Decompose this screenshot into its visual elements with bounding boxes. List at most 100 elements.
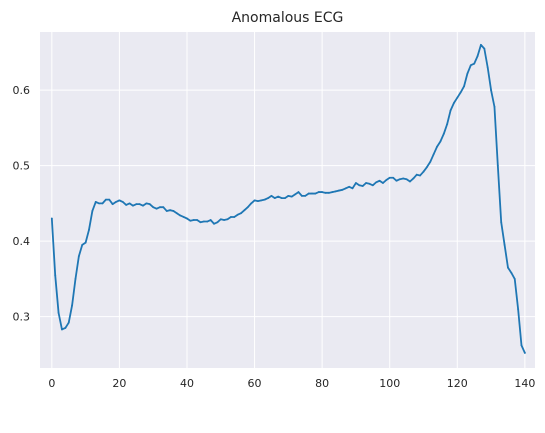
data-point xyxy=(504,244,506,246)
data-point xyxy=(385,179,387,181)
data-point xyxy=(237,214,239,216)
data-point xyxy=(149,203,151,205)
x-tick-label: 20 xyxy=(112,377,126,390)
data-point xyxy=(112,203,114,205)
y-tick-label: 0.3 xyxy=(13,311,31,324)
data-point xyxy=(210,219,212,221)
data-point xyxy=(78,255,80,257)
x-tick-label: 40 xyxy=(180,377,194,390)
y-tick-label: 0.4 xyxy=(13,235,31,248)
data-point xyxy=(372,184,374,186)
data-point xyxy=(193,219,195,221)
data-point xyxy=(342,189,344,191)
data-point xyxy=(358,184,360,186)
data-point xyxy=(267,197,269,199)
data-point xyxy=(260,199,262,201)
data-point xyxy=(196,219,198,221)
data-point xyxy=(473,63,475,65)
data-point xyxy=(233,216,235,218)
data-point xyxy=(487,67,489,69)
data-point xyxy=(352,187,354,189)
data-point xyxy=(88,229,90,231)
data-point xyxy=(247,206,249,208)
data-point xyxy=(490,89,492,91)
x-axis-tick-labels: 0 20 40 60 80 100 120 140 xyxy=(48,377,535,390)
data-point xyxy=(500,221,502,223)
data-point xyxy=(284,197,286,199)
data-point xyxy=(446,123,448,125)
data-point xyxy=(281,197,283,199)
data-point xyxy=(166,210,168,212)
data-point xyxy=(220,218,222,220)
data-point xyxy=(142,205,144,207)
data-point xyxy=(287,195,289,197)
data-point xyxy=(365,182,367,184)
data-point xyxy=(453,102,455,104)
data-point xyxy=(129,203,131,205)
data-point xyxy=(115,201,117,203)
data-point xyxy=(521,344,523,346)
data-point xyxy=(456,97,458,99)
data-point xyxy=(494,106,496,108)
data-point xyxy=(91,210,93,212)
data-point xyxy=(510,272,512,274)
data-point xyxy=(125,204,127,206)
data-point xyxy=(254,199,256,201)
y-tick-label: 0.6 xyxy=(13,84,31,97)
data-point xyxy=(271,195,273,197)
data-point xyxy=(477,55,479,57)
data-point xyxy=(189,220,191,222)
data-point xyxy=(402,178,404,180)
data-point xyxy=(223,219,225,221)
data-point xyxy=(325,192,327,194)
data-point xyxy=(412,178,414,180)
data-point xyxy=(470,64,472,66)
y-tick-label: 0.5 xyxy=(13,160,31,173)
data-point xyxy=(348,186,350,188)
data-point xyxy=(61,329,63,331)
data-point xyxy=(392,177,394,179)
data-point xyxy=(304,195,306,197)
data-point xyxy=(71,304,73,306)
data-point xyxy=(507,267,509,269)
data-point xyxy=(183,216,185,218)
data-point xyxy=(369,183,371,185)
data-point xyxy=(176,212,178,214)
y-axis-tick-labels: 0.3 0.4 0.5 0.6 xyxy=(13,84,31,324)
data-point xyxy=(216,221,218,223)
data-point xyxy=(135,203,137,205)
data-point xyxy=(379,180,381,182)
data-point xyxy=(68,322,70,324)
x-tick-label: 0 xyxy=(48,377,55,390)
data-point xyxy=(98,203,100,205)
data-point xyxy=(139,203,141,205)
data-point xyxy=(338,190,340,192)
data-point xyxy=(419,175,421,177)
data-point xyxy=(264,199,266,201)
data-point xyxy=(375,181,377,183)
data-point xyxy=(132,205,134,207)
chart-title: Anomalous ECG xyxy=(232,10,344,26)
data-point xyxy=(294,193,296,195)
data-point xyxy=(206,221,208,223)
data-point xyxy=(399,178,401,180)
data-point xyxy=(162,206,164,208)
data-point xyxy=(382,182,384,184)
data-point xyxy=(108,199,110,201)
data-point xyxy=(301,195,303,197)
data-point xyxy=(203,221,205,223)
data-point xyxy=(345,187,347,189)
data-point xyxy=(95,201,97,203)
data-point xyxy=(105,199,107,201)
data-point xyxy=(480,44,482,46)
data-point xyxy=(463,85,465,87)
data-point xyxy=(439,141,441,143)
data-point xyxy=(54,274,56,276)
data-point xyxy=(318,191,320,193)
data-point xyxy=(423,171,425,173)
data-point xyxy=(122,201,124,203)
data-point xyxy=(227,218,229,220)
data-point xyxy=(314,193,316,195)
data-point xyxy=(396,180,398,182)
data-point xyxy=(514,278,516,280)
